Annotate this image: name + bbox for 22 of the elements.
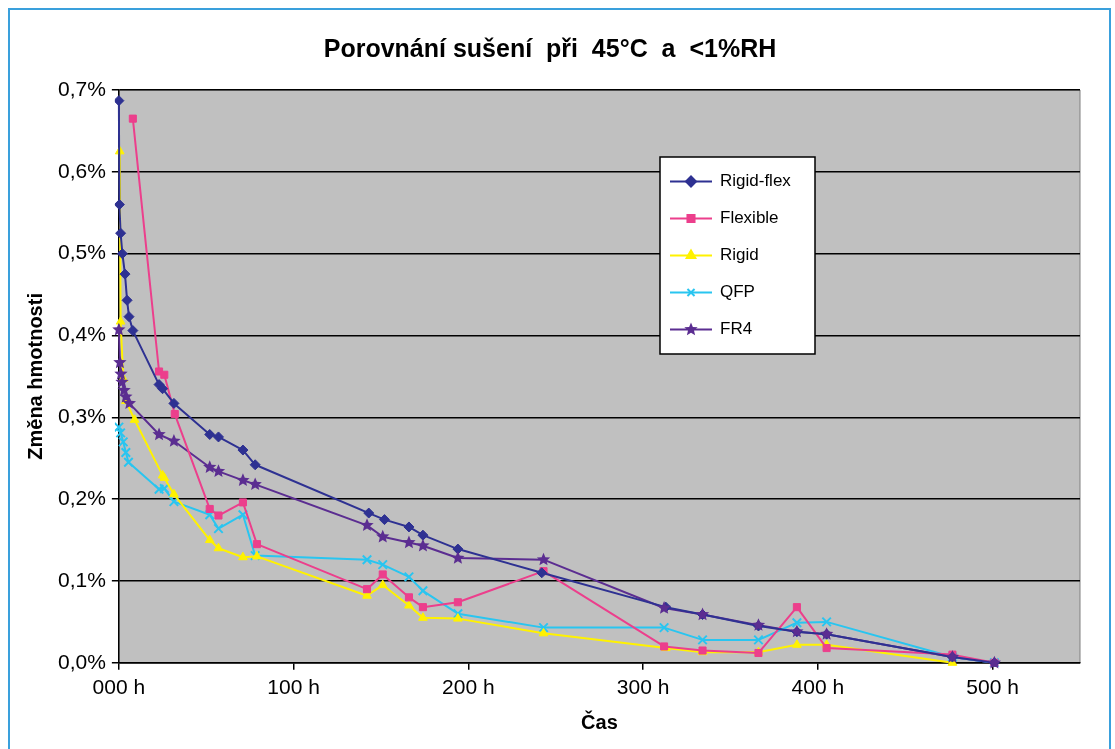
x-tick-label: 400 h	[791, 675, 845, 699]
y-axis-title: Změna hmotnosti	[23, 293, 46, 460]
legend-label: Rigid	[720, 245, 759, 265]
y-tick-label: 0,5%	[57, 240, 106, 264]
legend-label: QFP	[720, 282, 755, 302]
legend-label: FR4	[720, 319, 753, 339]
x-tick-label: 100 h	[267, 675, 320, 699]
legend-label: Rigid-flex	[720, 171, 792, 191]
x-tick-label: 500 h	[966, 675, 1019, 699]
y-tick-label: 0,1%	[57, 567, 106, 591]
y-tick-label: 0,7%	[57, 76, 106, 100]
y-tick-label: 0,6%	[57, 158, 106, 182]
x-axis-title: Čas	[581, 709, 618, 733]
legend-label: Flexible	[720, 208, 779, 228]
y-tick-label: 0,3%	[57, 404, 106, 428]
x-tick-label: 000 h	[92, 675, 146, 699]
chart-title: Porovnání sušení při 45°C a <1%RH	[323, 33, 777, 62]
x-tick-label: 300 h	[616, 675, 670, 699]
y-tick-label: 0,0%	[57, 649, 106, 673]
x-tick-label: 200 h	[442, 675, 495, 699]
y-tick-label: 0,4%	[57, 322, 106, 346]
y-tick-label: 0,2%	[57, 485, 106, 509]
